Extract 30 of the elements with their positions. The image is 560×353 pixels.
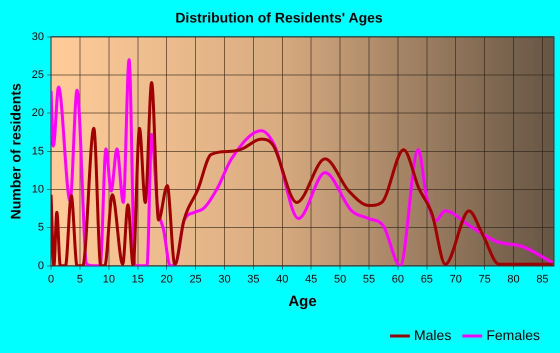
y-tick-label: 25 xyxy=(32,69,44,81)
x-tick-label: 45 xyxy=(305,273,318,286)
x-tick-label: 80 xyxy=(507,273,520,286)
y-tick-label: 5 xyxy=(38,222,44,234)
x-tick-label: 10 xyxy=(102,273,115,286)
x-tick-label: 0 xyxy=(48,273,54,286)
chart-title: Distribution of Residents' Ages xyxy=(175,9,383,26)
x-tick-label: 5 xyxy=(76,273,84,286)
x-tick-label: 60 xyxy=(392,273,404,286)
x-tick-label: 40 xyxy=(276,273,288,286)
x-tick-label: 55 xyxy=(362,273,376,286)
legend-label: Males xyxy=(414,326,452,343)
x-tick-label: 35 xyxy=(247,273,260,286)
y-tick-label: 10 xyxy=(32,184,44,196)
x-tick-label: 50 xyxy=(334,273,346,286)
x-tick-label: 85 xyxy=(536,273,549,286)
x-axis-title: Age xyxy=(288,293,317,310)
y-tick-label: 0 xyxy=(38,260,44,272)
x-tick-label: 65 xyxy=(420,273,433,286)
legend-label: Females xyxy=(486,326,540,343)
y-tick-label: 20 xyxy=(32,107,44,120)
x-tick-label: 25 xyxy=(189,273,202,286)
x-tick-label: 20 xyxy=(160,273,173,286)
x-tick-label: 75 xyxy=(478,273,491,286)
y-axis-title: Number of residents xyxy=(7,83,24,220)
x-tick-label: 70 xyxy=(450,273,462,286)
x-tick-label: 15 xyxy=(132,273,144,286)
x-tick-label: 30 xyxy=(218,273,231,286)
y-tick-label: 15 xyxy=(32,145,44,158)
y-tick-label: 30 xyxy=(32,30,44,43)
